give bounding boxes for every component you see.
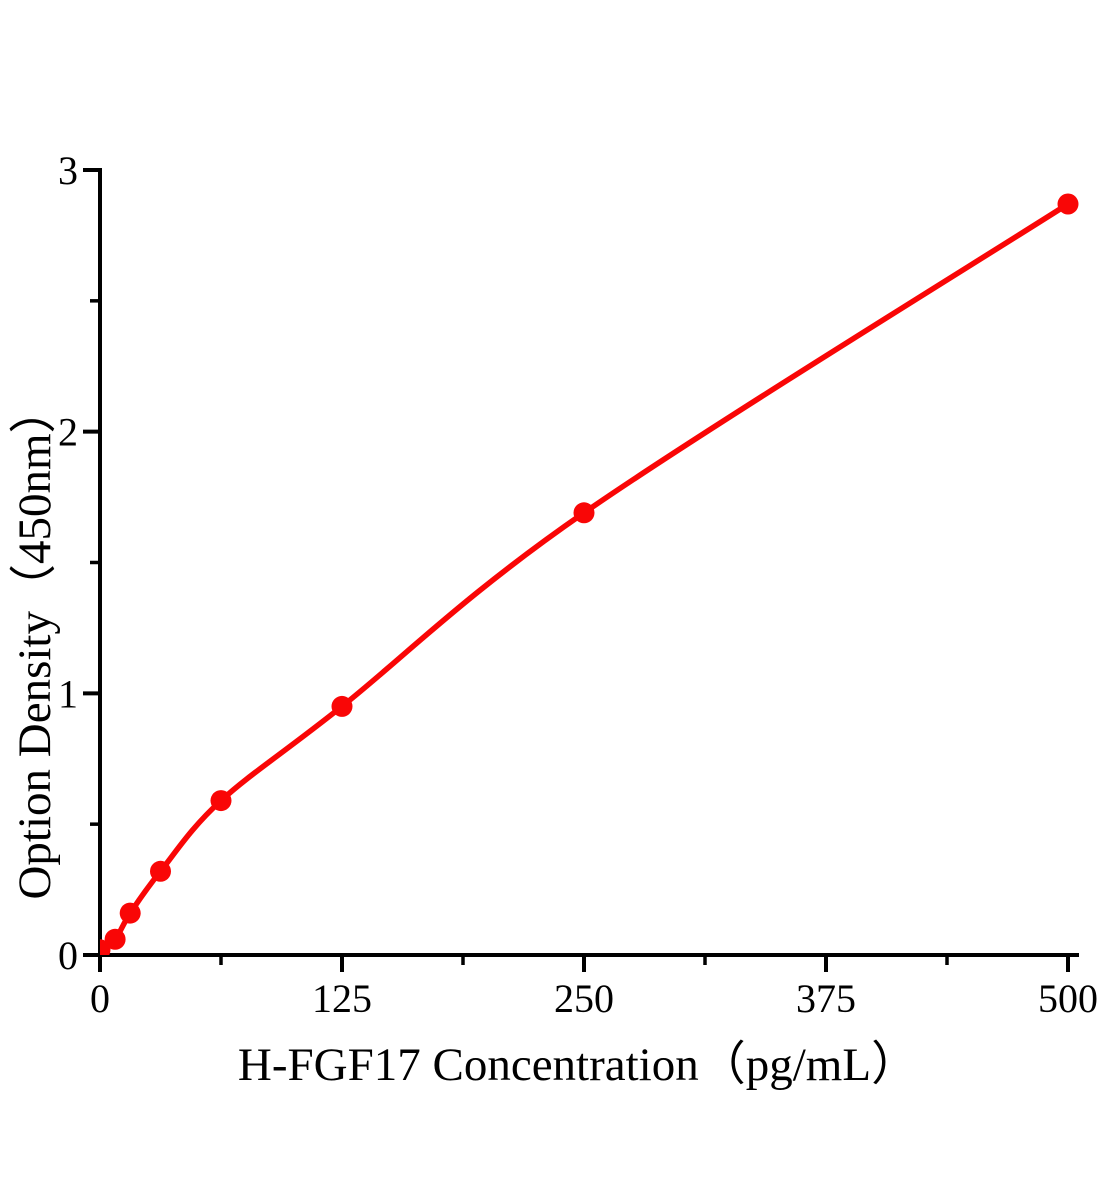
data-point	[119, 902, 141, 924]
x-tick-label: 250	[554, 976, 614, 1021]
x-tick-label: 0	[90, 976, 110, 1021]
tick-labels: 0 125 250 375 500 0 1 2 3	[58, 148, 1098, 1021]
y-axis-title: Option Density（450nm）	[9, 386, 61, 899]
y-tick-label: 0	[58, 933, 78, 978]
data-series	[100, 193, 1079, 955]
x-axis-title: H-FGF17 Concentration（pg/mL）	[238, 1039, 918, 1091]
x-tick-label: 500	[1038, 976, 1098, 1021]
data-point	[210, 790, 232, 812]
data-point	[1057, 193, 1079, 215]
data-point	[104, 928, 126, 950]
y-tick-label: 2	[58, 410, 78, 455]
x-tick-label: 375	[796, 976, 856, 1021]
data-point	[573, 502, 595, 524]
x-tick-label: 125	[312, 976, 372, 1021]
data-point	[150, 860, 171, 882]
y-tick-label: 1	[58, 671, 78, 716]
standard-curve-line	[100, 201, 1071, 953]
axis-ticks	[83, 168, 1070, 972]
y-tick-label: 3	[58, 148, 78, 193]
data-point	[331, 695, 353, 717]
